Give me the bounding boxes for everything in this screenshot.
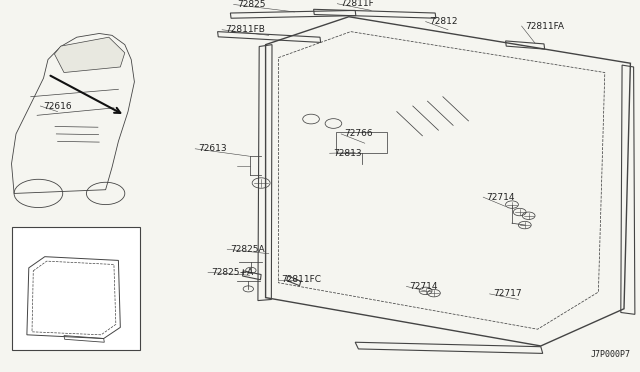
Text: 72714: 72714 [486, 193, 515, 202]
Text: 72613: 72613 [198, 144, 227, 153]
Polygon shape [54, 37, 125, 73]
Text: 72825+A: 72825+A [211, 268, 253, 277]
Text: 72717: 72717 [493, 289, 522, 298]
Text: 72811FB: 72811FB [225, 25, 265, 34]
Text: 72714: 72714 [410, 282, 438, 291]
Text: 72811F: 72811F [340, 0, 374, 8]
Text: 72825: 72825 [237, 0, 266, 9]
Text: 72811FA: 72811FA [525, 22, 564, 31]
FancyBboxPatch shape [12, 227, 140, 350]
Text: 72812: 72812 [429, 17, 458, 26]
Text: 72811FC: 72811FC [282, 275, 322, 284]
Text: 72825A: 72825A [230, 245, 265, 254]
Text: 72813: 72813 [333, 149, 362, 158]
Text: 72766: 72766 [344, 129, 373, 138]
Text: J7P000P7: J7P000P7 [590, 350, 630, 359]
Text: 72616: 72616 [44, 102, 72, 110]
